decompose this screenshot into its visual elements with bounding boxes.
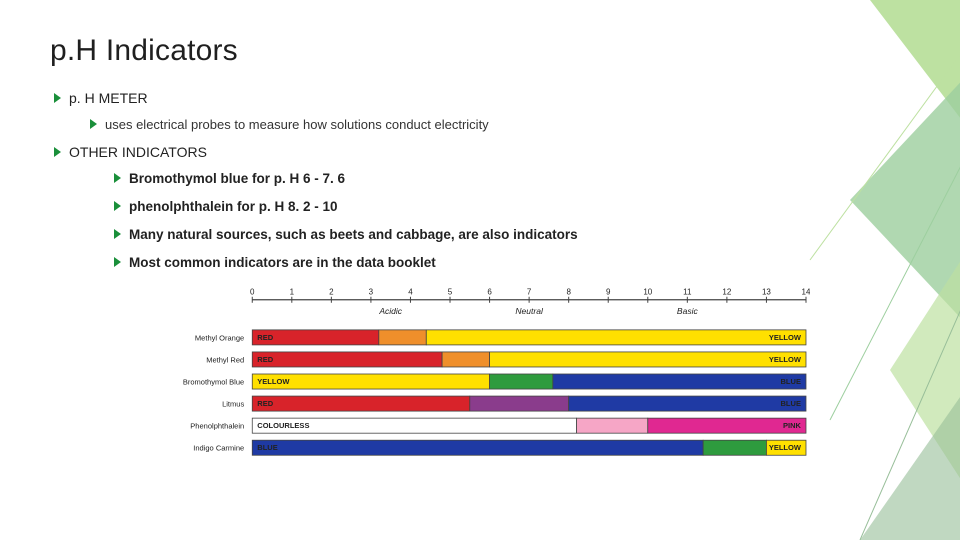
svg-text:3: 3 (369, 288, 374, 297)
svg-text:7: 7 (527, 288, 532, 297)
svg-text:Methyl Red: Methyl Red (206, 355, 244, 364)
bullet-icon (54, 93, 61, 103)
svg-text:RED: RED (257, 333, 273, 342)
svg-text:YELLOW: YELLOW (257, 377, 290, 386)
svg-text:10: 10 (643, 288, 652, 297)
svg-text:YELLOW: YELLOW (769, 333, 802, 342)
svg-text:8: 8 (566, 288, 571, 297)
svg-text:Acidic: Acidic (378, 306, 402, 316)
bullet-icon (114, 229, 121, 239)
indicator-chart-container: 01234567891011121314AcidicNeutralBasicMe… (170, 282, 810, 466)
item-label: Most common indicators are in the data b… (129, 255, 436, 270)
svg-text:Phenolphthalein: Phenolphthalein (190, 422, 244, 431)
bullet-list-level3: Bromothymol blue for p. H 6 - 7. 6 pheno… (114, 170, 930, 270)
svg-text:Indigo Carmine: Indigo Carmine (193, 444, 244, 453)
bullet-list-level2: uses electrical probes to measure how so… (90, 116, 930, 132)
svg-text:RED: RED (257, 355, 273, 364)
svg-text:11: 11 (683, 288, 692, 297)
svg-text:6: 6 (487, 288, 492, 297)
svg-text:YELLOW: YELLOW (769, 443, 802, 452)
ph-indicator-chart: 01234567891011121314AcidicNeutralBasicMe… (170, 282, 810, 466)
bullet-icon (114, 173, 121, 183)
item-label: phenolphthalein for p. H 8. 2 - 10 (129, 199, 338, 214)
page-title: p.H Indicators (50, 34, 930, 68)
svg-text:BLUE: BLUE (257, 443, 277, 452)
slide-content: p.H Indicators p. H METER uses electrica… (50, 34, 930, 466)
bullet-icon (90, 119, 97, 129)
svg-text:14: 14 (802, 288, 810, 297)
svg-text:9: 9 (606, 288, 611, 297)
svg-text:Basic: Basic (677, 306, 699, 316)
svg-text:1: 1 (290, 288, 295, 297)
item-label: OTHER INDICATORS (69, 144, 207, 160)
svg-text:BLUE: BLUE (781, 399, 801, 408)
svg-text:PINK: PINK (783, 421, 802, 430)
svg-text:4: 4 (408, 288, 413, 297)
svg-text:0: 0 (250, 288, 255, 297)
svg-text:RED: RED (257, 399, 273, 408)
svg-text:YELLOW: YELLOW (769, 355, 802, 364)
svg-text:2: 2 (329, 288, 334, 297)
item-label: uses electrical probes to measure how so… (105, 117, 489, 132)
svg-text:5: 5 (448, 288, 453, 297)
item-label: Many natural sources, such as beets and … (129, 227, 578, 242)
bullet-icon (54, 147, 61, 157)
svg-text:BLUE: BLUE (781, 377, 801, 386)
bullet-list-level1: p. H METER uses electrical probes to mea… (54, 90, 930, 270)
svg-text:COLOURLESS: COLOURLESS (257, 421, 309, 430)
svg-text:Litmus: Litmus (222, 400, 244, 409)
svg-text:Methyl Orange: Methyl Orange (195, 333, 244, 342)
svg-text:Bromothymol Blue: Bromothymol Blue (183, 378, 244, 387)
svg-text:Neutral: Neutral (515, 306, 544, 316)
bullet-icon (114, 201, 121, 211)
item-label: Bromothymol blue for p. H 6 - 7. 6 (129, 171, 345, 186)
bullet-icon (114, 257, 121, 267)
svg-text:13: 13 (762, 288, 771, 297)
svg-text:12: 12 (722, 288, 731, 297)
item-label: p. H METER (69, 90, 148, 106)
